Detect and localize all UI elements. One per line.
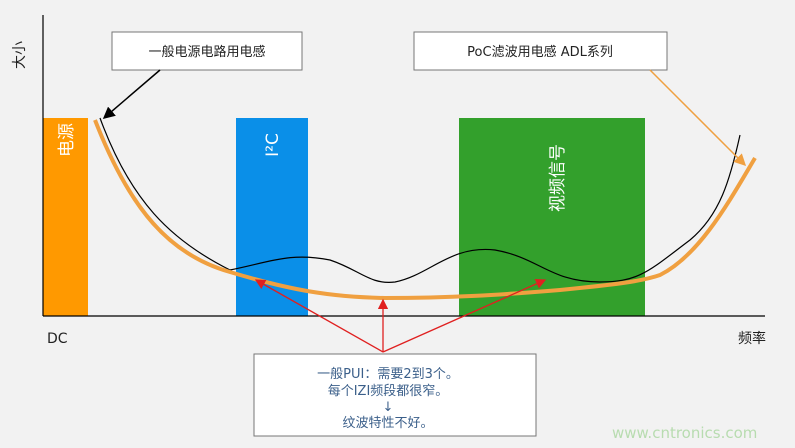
note-line-2: 每个IZI频段都很窄。 [328,383,449,399]
watermark: www.cntronics.com [612,424,757,442]
band-i2c-label: I²C [263,133,283,157]
x-axis-label: 频率 [738,330,766,347]
band-power [43,118,88,316]
note-line-1: 一般PUI：需要2到3个。 [317,366,459,382]
note-box [253,353,537,437]
poc-inductor-arrow [649,69,747,167]
band-video-label: 视频信号 [548,144,568,212]
general-inductor-callout [111,31,303,71]
poc-inductor-callout-text: PoC滤波用电感 ADL系列 [467,44,613,60]
poc-inductor-curve [93,119,757,301]
general-inductor-curve [99,117,741,283]
note-line-3: ↓ [383,400,394,415]
poc-inductor-callout [413,31,668,71]
general-inductor-arrow [102,69,161,119]
note-line-4: 纹波特性不好。 [342,416,433,431]
general-inductor-callout-text: 一般电源电路用电感 [148,44,265,60]
note-arrow-i2c [254,279,384,353]
y-axis-label: 大小 [12,41,28,69]
band-power-label: 电源 [57,123,77,157]
note-arrow-video [382,278,547,353]
x-origin-label: DC [47,331,68,347]
